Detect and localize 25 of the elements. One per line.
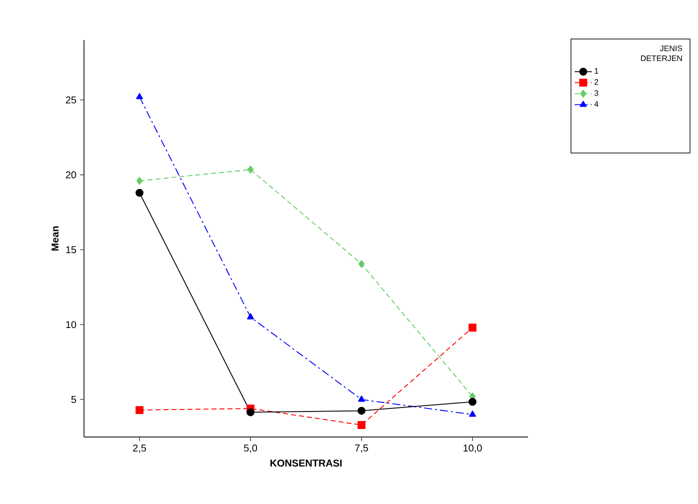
y-tick-label: 15: [66, 246, 76, 254]
point: [247, 166, 254, 174]
point: [247, 313, 254, 320]
point: [136, 92, 143, 100]
point: [358, 406, 366, 415]
point: [468, 324, 476, 332]
y-tick-label: 10: [66, 321, 76, 328]
point: [358, 421, 366, 429]
point: [468, 398, 476, 406]
y-tick-label: 25: [66, 96, 76, 104]
point: [358, 396, 365, 402]
x-tick-label: 5,0: [244, 444, 258, 453]
y-tick-label: 5: [71, 396, 76, 404]
x-tick-label: 7,5: [355, 444, 368, 453]
point: [136, 176, 143, 185]
x-axis-title: KONSENTRASI: [270, 460, 342, 467]
point: [469, 410, 476, 417]
point: [358, 260, 365, 268]
point: [246, 408, 254, 416]
point: [136, 406, 144, 414]
x-tick-label: 10,0: [464, 444, 482, 453]
x-tick-label: 2,5: [133, 444, 146, 453]
point: [136, 188, 144, 197]
y-tick-label: 20: [66, 171, 76, 178]
y-axis-title: Mean: [52, 226, 59, 251]
